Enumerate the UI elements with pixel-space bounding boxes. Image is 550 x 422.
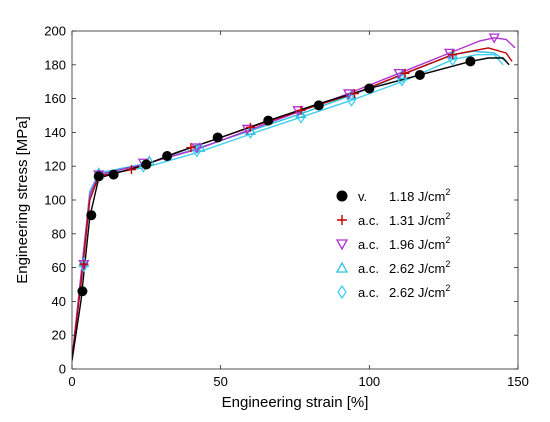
y-tick-label: 120: [44, 159, 66, 174]
data-point: [79, 259, 89, 269]
data-point: [400, 68, 410, 78]
legend-marker: [336, 190, 348, 202]
data-point: [448, 50, 458, 60]
legend-marker: [335, 261, 349, 273]
data-point: [186, 143, 196, 153]
y-tick-label: 80: [52, 226, 66, 241]
data-point: [77, 286, 88, 297]
data-point: [263, 115, 274, 126]
data-point: [241, 124, 254, 135]
data-point: [212, 132, 223, 143]
data-point: [444, 48, 456, 59]
data-point: [108, 169, 119, 180]
legend-label-energy: 2.62 J/cm2: [389, 283, 450, 300]
x-tick-label: 0: [68, 374, 75, 389]
data-point: [86, 210, 97, 221]
data-point: [364, 83, 375, 94]
legend-label-name: a.c.: [358, 213, 379, 228]
data-point: [296, 105, 306, 115]
legend-marker: [337, 284, 347, 300]
data-point: [93, 171, 104, 182]
y-tick-label: 140: [44, 125, 66, 140]
series-line: [72, 54, 504, 359]
y-tick-label: 60: [52, 260, 66, 275]
y-axis-title: Engineering stress [MPa]: [14, 116, 31, 284]
data-point: [192, 144, 202, 158]
data-point: [141, 159, 152, 170]
data-point: [126, 165, 136, 175]
data-point: [296, 110, 306, 124]
x-tick-label: 150: [507, 374, 529, 389]
y-tick-label: 20: [52, 328, 66, 343]
y-tick-label: 180: [44, 57, 66, 72]
series-line: [72, 47, 513, 359]
legend-label-name: a.c.: [358, 285, 379, 300]
data-point: [313, 100, 324, 111]
legend-label-name: a.c.: [358, 237, 379, 252]
data-point: [414, 69, 425, 80]
y-tick-label: 160: [44, 91, 66, 106]
legend-marker: [335, 239, 349, 251]
legend-label-energy: 1.18 J/cm2: [389, 187, 450, 204]
y-tick-label: 100: [44, 193, 66, 208]
plot-frame: [71, 30, 519, 370]
legend: v. 1.18 J/cm2 a.c. 1.31 J/cm2 a.c. 1.96 J/cm2…: [335, 187, 450, 300]
legend-label-energy: 2.62 J/cm2: [389, 259, 450, 276]
series-line: [72, 57, 510, 361]
data-point: [162, 151, 173, 162]
y-tick-label: 0: [59, 362, 66, 377]
legend-label-name: v.: [358, 189, 367, 204]
data-point: [194, 141, 206, 152]
x-axis-ticks: 0 50 100 150: [68, 31, 529, 389]
x-tick-label: 100: [358, 374, 380, 389]
data-point: [349, 89, 359, 99]
series-line: [72, 37, 516, 359]
series-markers: [77, 33, 500, 297]
y-axis-ticks: 0 20 40 60 80 100 120 140 160 180 200: [44, 24, 518, 377]
legend-label-energy: 1.31 J/cm2: [389, 211, 450, 228]
data-point: [245, 122, 255, 132]
x-axis-title: Engineering strain [%]: [222, 394, 369, 411]
legend-label-name: a.c.: [358, 261, 379, 276]
data-point: [396, 69, 408, 80]
data-point: [345, 89, 358, 100]
y-tick-label: 200: [44, 24, 66, 39]
data-point: [465, 56, 476, 67]
data-point: [488, 33, 500, 44]
y-tick-label: 40: [52, 294, 66, 309]
x-tick-label: 50: [213, 374, 227, 389]
data-point: [244, 124, 257, 135]
legend-label-energy: 1.96 J/cm2: [389, 235, 450, 252]
series-curves: [72, 37, 516, 361]
legend-marker: [337, 215, 347, 225]
series-line: [72, 50, 507, 359]
